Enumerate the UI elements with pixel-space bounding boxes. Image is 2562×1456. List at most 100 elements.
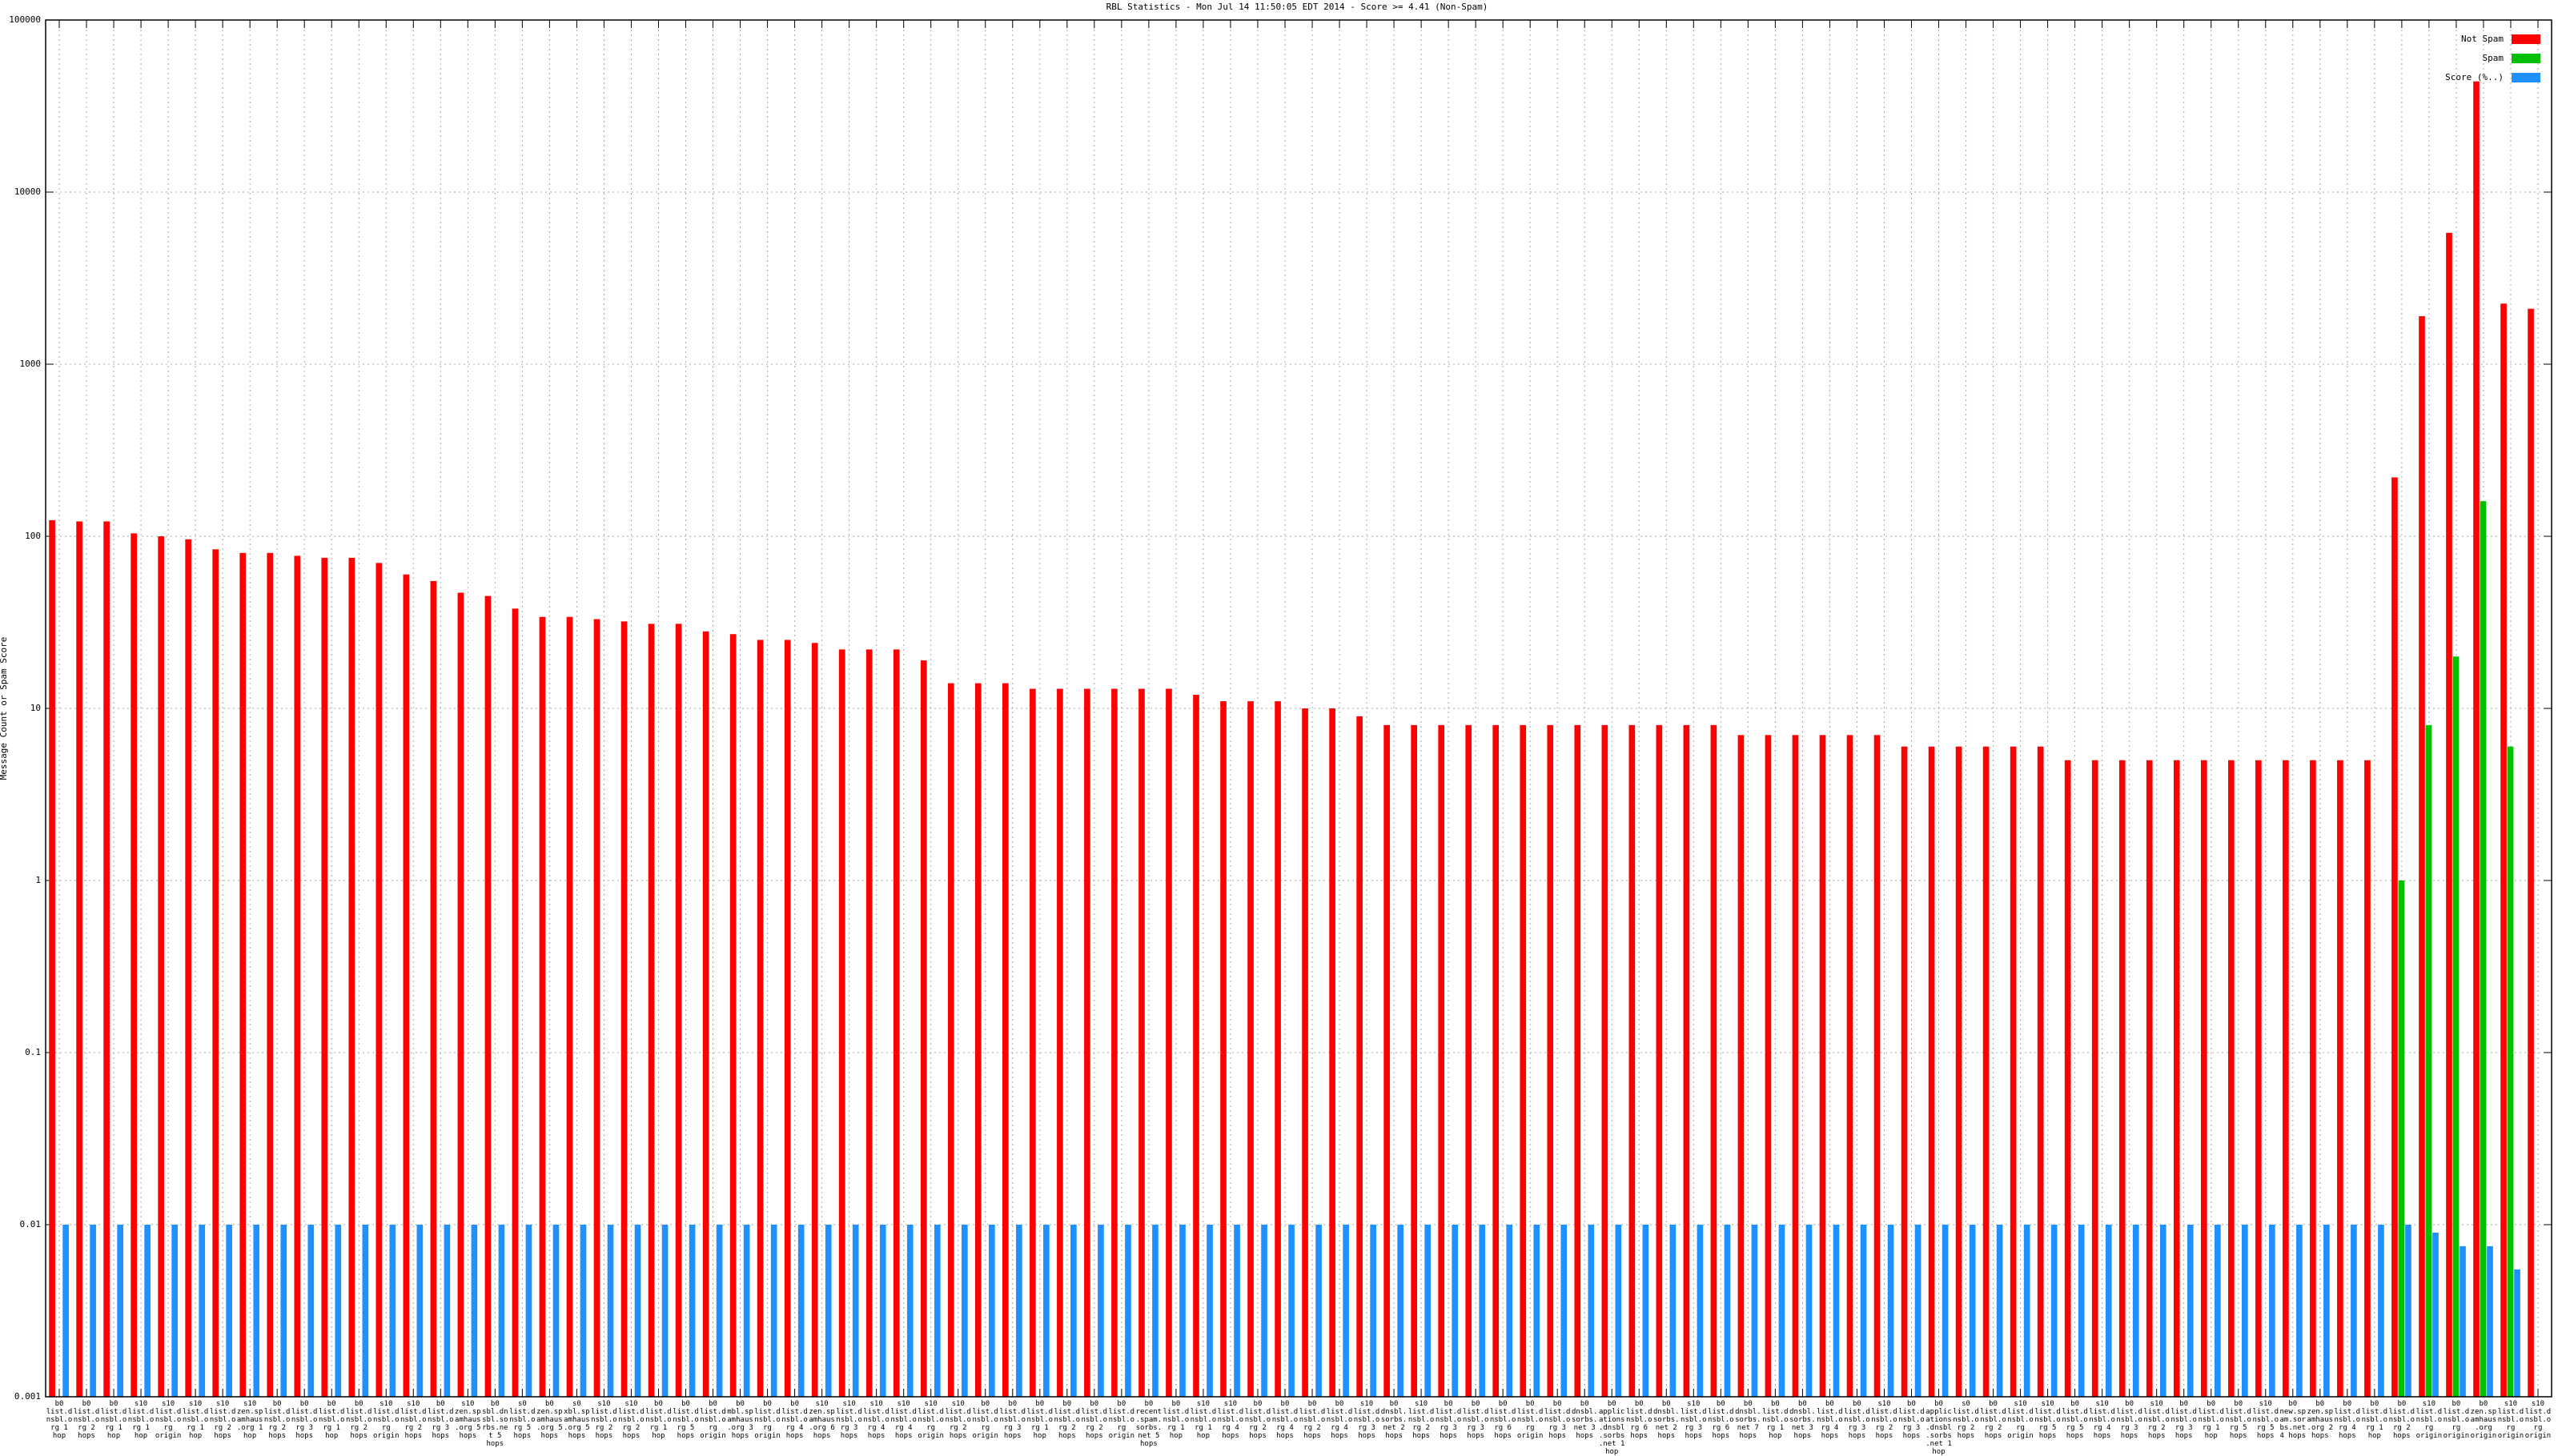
legend-label: Spam [2483,53,2504,63]
bar [1111,688,1118,1397]
bar [1955,746,1962,1397]
bar [1261,1225,1267,1397]
y-tick-label: 10 [30,703,41,713]
bar [989,1225,995,1397]
bar [1397,1225,1403,1397]
x-tick-label: s10 list.dnsbl.org origin [2415,1400,2443,1440]
bar [1751,1225,1758,1397]
x-tick-label: b0 list.dnsbl.org 4 hops [2334,1400,2361,1440]
bar [1370,1225,1376,1397]
bar [389,1225,396,1397]
x-tick-label: b0 list.dnsbl.org 1 hop [1026,1400,1054,1440]
bar [1070,1225,1077,1397]
x-tick-label: b0 dnsbl.sorbs.net 2 hops [1380,1400,1407,1440]
x-tick-label: s10 zen.spamhaus.org 5 hops [455,1400,481,1440]
x-tick-label: s10 list.dnsbl.org 2 hops [618,1400,645,1440]
x-tick-label: b0 list.dnsbl.org 2 hops [1054,1400,1081,1440]
x-tick-label: b0 list.dnsbl.org 3 hops [291,1400,318,1440]
bar [1901,746,1908,1397]
x-tick-label: s10 list.dnsbl.org 1 hop [127,1400,155,1440]
legend-swatch [2512,34,2540,44]
x-tick-label: b0 list.dnsbl.org 2 hops [1081,1400,1108,1440]
bar [2460,1245,2466,1397]
bar [2473,81,2480,1397]
bar [729,634,737,1397]
x-tick-label: s10 list.dnsbl.org 3 hops [836,1400,862,1440]
x-tick-label: b0 list.dnsbl.org 1 hop [46,1400,73,1440]
bar [784,640,791,1397]
bar [2227,760,2235,1397]
bar [1819,735,1826,1397]
bar [117,1225,123,1397]
bar [1996,1225,2003,1397]
bar [2425,724,2432,1397]
bar [1928,746,1935,1397]
bar [2010,746,2017,1397]
x-tick-label: b0 list.dnsbl.org origin [1108,1400,1135,1440]
bar [2296,1225,2303,1397]
bar [2091,760,2098,1397]
bar [961,1225,968,1397]
bar [498,1225,505,1397]
x-tick-label: b0 list.dnsbl.org 4 hops [1326,1400,1353,1440]
x-tick-label: b0 dnsbl.sorbs.net 2 hops [1653,1400,1680,1440]
x-tick-label: s10 zen.spamhaus.org 6 hops [809,1400,835,1440]
bar [1860,1225,1867,1397]
bar [294,556,301,1397]
y-tick-label: 0.01 [20,1219,42,1229]
bar [416,1225,424,1397]
bar [825,1225,832,1397]
bar [607,1225,614,1397]
bar [1520,724,1527,1397]
bar [552,1225,560,1397]
bar [226,1225,233,1397]
bar [1275,701,1281,1397]
bar [1833,1225,1840,1397]
bar [2200,760,2207,1397]
y-tick-label: 0.001 [14,1391,41,1402]
x-tick-label: b0 list.dnsbl.org 2 hops [73,1400,100,1440]
bar [1887,1225,1894,1397]
x-tick-label: b0 list.dnsbl.org 1 hop [100,1400,127,1440]
x-tick-label: s10 list.dnsbl.org 4 hops [2089,1400,2115,1440]
x-tick-label: b0 list.dnsbl.org 1 hop [1163,1400,1190,1440]
bar [1234,1225,1240,1397]
bar [1656,724,1663,1397]
bar [2159,1225,2166,1397]
bar [103,521,110,1397]
x-tick-label: b0 applications.dnsbl.sorbs.net 1 hop [1926,1400,1952,1456]
bar [1152,1225,1159,1397]
bar [2242,1225,2248,1397]
bar [525,1225,532,1397]
bar [512,608,519,1397]
bar [1315,1225,1322,1397]
bar [2405,1225,2411,1397]
bar [375,563,383,1397]
bar [1057,688,1063,1397]
x-tick-label: s10 list.dnsbl.org 3 hops [1681,1400,1707,1440]
x-tick-label: s10 list.dnsbl.org 2 hops [1871,1400,1897,1440]
bar [1302,708,1308,1397]
x-tick-label: s0 xbl.spamhaus.org 5 hops [564,1400,590,1440]
bar [2364,760,2371,1397]
bar [2078,1225,2085,1397]
bar [675,624,682,1397]
x-tick-label: b0 list.dnsbl.org 2 hops [263,1400,291,1440]
x-tick-label: s10 list.dnsbl.org origin [372,1400,400,1440]
x-tick-label: b0 list.dnsbl.org 5 hops [2062,1400,2088,1440]
x-tick-label: s10 list.dnsbl.org 4 hops [890,1400,917,1440]
bar [2023,1225,2030,1397]
bar [1873,735,1881,1397]
x-tick-label: s10 list.dnsbl.org 4 hops [863,1400,889,1440]
x-tick-label: s10 list.dnsbl.org 5 hops [2252,1400,2279,1440]
x-tick-label: s0 list.dnsbl.org 5 hops [509,1400,536,1440]
bar [1506,1225,1513,1397]
bar [2528,308,2534,1397]
bar [1220,701,1227,1397]
legend-swatch [2512,73,2540,82]
bar [811,643,818,1397]
bar [2050,1225,2058,1397]
bar [2446,232,2452,1397]
bar [2500,303,2507,1397]
